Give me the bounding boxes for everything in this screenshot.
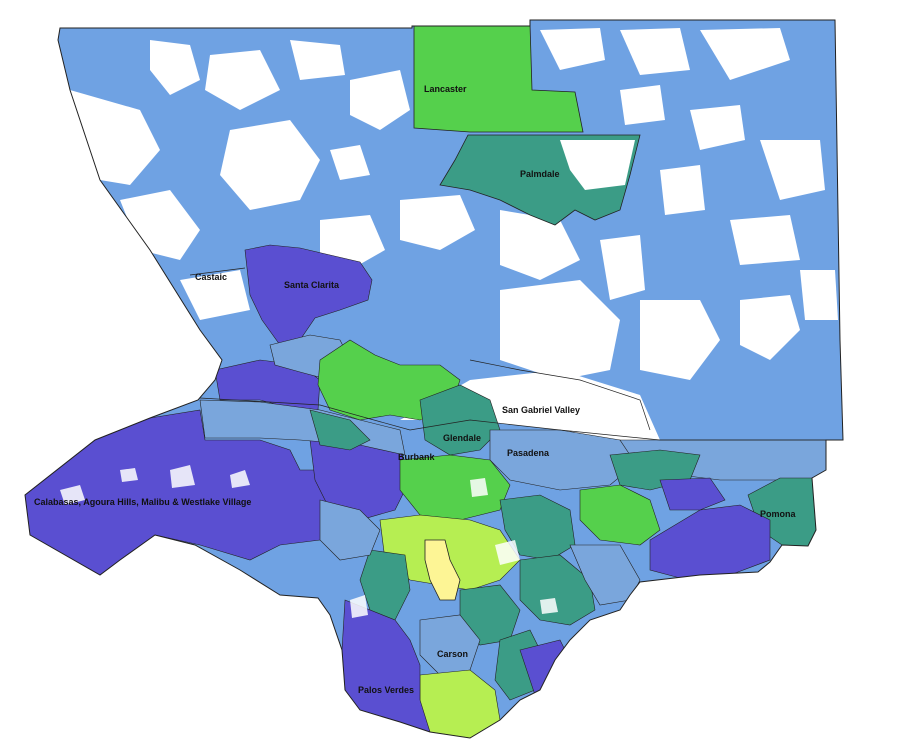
label-castaic: Castaic: [195, 272, 227, 282]
region-palmdale-white: [560, 140, 635, 190]
region-south-central-yellow: [424, 539, 461, 601]
map-labels: Lancaster Palmdale Castaic Santa Clarita…: [34, 84, 796, 695]
region-lancaster: [413, 23, 584, 133]
county-border: [24, 19, 844, 739]
boundary-lines: [189, 267, 826, 441]
region-burbank: [309, 409, 371, 451]
label-pasadena: Pasadena: [507, 448, 550, 458]
region-southeast-teal: [519, 554, 596, 626]
region-east-green: [579, 484, 661, 546]
region-central-green: [399, 454, 511, 521]
label-glendale: Glendale: [443, 433, 481, 443]
region-pasadena: [489, 429, 641, 491]
region-east-violet: [649, 504, 771, 579]
urban-white-fragments: [60, 465, 558, 618]
label-pomona: Pomona: [760, 509, 796, 519]
label-lancaster: Lancaster: [424, 84, 467, 94]
label-santa-clarita: Santa Clarita: [284, 280, 340, 290]
label-calabasas: Calabasas, Agoura Hills, Malibu & Westla…: [34, 497, 251, 507]
label-palmdale: Palmdale: [520, 169, 560, 179]
label-san-gabriel-valley: San Gabriel Valley: [502, 405, 580, 415]
label-carson: Carson: [437, 649, 468, 659]
label-burbank: Burbank: [398, 452, 436, 462]
region-westside-blue: [319, 499, 381, 561]
label-palos-verdes: Palos Verdes: [358, 685, 414, 695]
region-east-violet-2: [659, 477, 726, 511]
region-santa-clarita: [244, 244, 373, 346]
region-central-teal-1: [499, 494, 576, 561]
